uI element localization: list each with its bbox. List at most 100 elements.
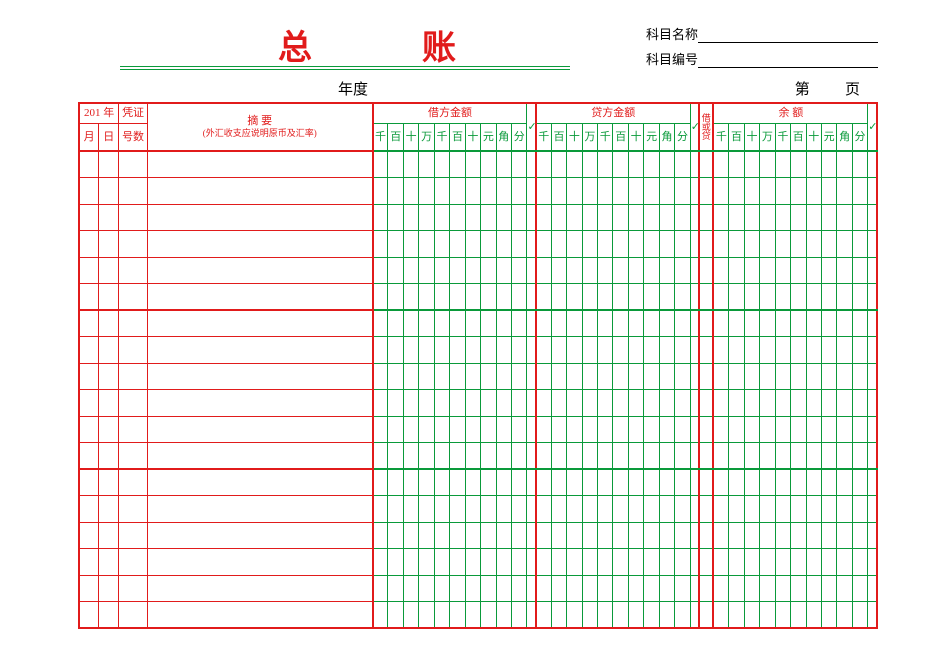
ledger-cell[interactable] — [644, 310, 659, 337]
ledger-cell[interactable] — [536, 257, 551, 284]
ledger-cell[interactable] — [99, 390, 119, 417]
ledger-cell[interactable] — [744, 469, 759, 496]
ledger-cell[interactable] — [821, 178, 836, 205]
ledger-cell[interactable] — [598, 231, 613, 258]
ledger-cell[interactable] — [775, 257, 790, 284]
ledger-cell[interactable] — [775, 549, 790, 576]
ledger-cell[interactable] — [775, 363, 790, 390]
ledger-cell[interactable] — [373, 151, 388, 178]
ledger-row[interactable] — [79, 602, 877, 629]
ledger-cell[interactable] — [644, 178, 659, 205]
ledger-cell[interactable] — [675, 151, 690, 178]
ledger-cell[interactable] — [744, 231, 759, 258]
ledger-cell[interactable] — [744, 151, 759, 178]
ledger-cell[interactable] — [675, 257, 690, 284]
ledger-cell[interactable] — [690, 575, 699, 602]
ledger-cell[interactable] — [79, 522, 99, 549]
ledger-cell[interactable] — [403, 549, 418, 576]
ledger-cell[interactable] — [403, 337, 418, 364]
ledger-cell[interactable] — [99, 549, 119, 576]
ledger-row[interactable] — [79, 469, 877, 496]
ledger-cell[interactable] — [644, 443, 659, 470]
ledger-cell[interactable] — [598, 522, 613, 549]
ledger-cell[interactable] — [613, 522, 628, 549]
ledger-cell[interactable] — [644, 416, 659, 443]
ledger-cell[interactable] — [582, 231, 597, 258]
ledger-cell[interactable] — [373, 231, 388, 258]
ledger-cell[interactable] — [373, 496, 388, 523]
ledger-cell[interactable] — [527, 337, 536, 364]
ledger-cell[interactable] — [690, 496, 699, 523]
ledger-cell[interactable] — [659, 310, 674, 337]
ledger-cell[interactable] — [868, 443, 877, 470]
ledger-cell[interactable] — [837, 549, 852, 576]
ledger-cell[interactable] — [511, 204, 526, 231]
ledger-cell[interactable] — [791, 522, 806, 549]
ledger-cell[interactable] — [582, 337, 597, 364]
ledger-cell[interactable] — [536, 178, 551, 205]
ledger-cell[interactable] — [119, 284, 148, 311]
ledger-cell[interactable] — [373, 284, 388, 311]
ledger-row[interactable] — [79, 310, 877, 337]
ledger-cell[interactable] — [388, 231, 403, 258]
ledger-cell[interactable] — [713, 522, 728, 549]
ledger-cell[interactable] — [852, 231, 867, 258]
ledger-cell[interactable] — [481, 416, 496, 443]
ledger-cell[interactable] — [450, 416, 465, 443]
ledger-cell[interactable] — [806, 178, 821, 205]
ledger-cell[interactable] — [690, 151, 699, 178]
ledger-cell[interactable] — [613, 284, 628, 311]
ledger-cell[interactable] — [675, 310, 690, 337]
ledger-cell[interactable] — [699, 496, 713, 523]
ledger-cell[interactable] — [744, 310, 759, 337]
ledger-cell[interactable] — [729, 443, 744, 470]
ledger-cell[interactable] — [527, 522, 536, 549]
ledger-cell[interactable] — [806, 204, 821, 231]
ledger-cell[interactable] — [852, 496, 867, 523]
ledger-cell[interactable] — [744, 416, 759, 443]
ledger-cell[interactable] — [373, 575, 388, 602]
ledger-cell[interactable] — [837, 151, 852, 178]
ledger-cell[interactable] — [388, 151, 403, 178]
ledger-cell[interactable] — [699, 522, 713, 549]
ledger-cell[interactable] — [119, 575, 148, 602]
ledger-cell[interactable] — [775, 337, 790, 364]
ledger-cell[interactable] — [775, 575, 790, 602]
ledger-cell[interactable] — [868, 602, 877, 629]
ledger-cell[interactable] — [527, 363, 536, 390]
ledger-cell[interactable] — [775, 416, 790, 443]
ledger-cell[interactable] — [699, 575, 713, 602]
ledger-cell[interactable] — [837, 231, 852, 258]
ledger-cell[interactable] — [536, 363, 551, 390]
ledger-cell[interactable] — [837, 337, 852, 364]
ledger-cell[interactable] — [582, 443, 597, 470]
ledger-cell[interactable] — [496, 231, 511, 258]
ledger-cell[interactable] — [729, 284, 744, 311]
ledger-cell[interactable] — [775, 204, 790, 231]
ledger-cell[interactable] — [481, 443, 496, 470]
ledger-row[interactable] — [79, 522, 877, 549]
ledger-cell[interactable] — [806, 284, 821, 311]
ledger-cell[interactable] — [99, 231, 119, 258]
ledger-cell[interactable] — [147, 178, 372, 205]
ledger-cell[interactable] — [699, 469, 713, 496]
ledger-cell[interactable] — [852, 363, 867, 390]
ledger-cell[interactable] — [598, 575, 613, 602]
ledger-cell[interactable] — [403, 178, 418, 205]
ledger-cell[interactable] — [690, 337, 699, 364]
ledger-cell[interactable] — [147, 390, 372, 417]
ledger-cell[interactable] — [837, 178, 852, 205]
ledger-cell[interactable] — [760, 416, 775, 443]
ledger-cell[interactable] — [744, 390, 759, 417]
ledger-cell[interactable] — [119, 231, 148, 258]
ledger-cell[interactable] — [775, 284, 790, 311]
ledger-cell[interactable] — [496, 549, 511, 576]
ledger-cell[interactable] — [373, 204, 388, 231]
ledger-cell[interactable] — [675, 337, 690, 364]
ledger-cell[interactable] — [675, 284, 690, 311]
ledger-cell[interactable] — [806, 151, 821, 178]
ledger-cell[interactable] — [419, 469, 434, 496]
ledger-cell[interactable] — [511, 151, 526, 178]
ledger-cell[interactable] — [868, 363, 877, 390]
ledger-cell[interactable] — [465, 575, 480, 602]
